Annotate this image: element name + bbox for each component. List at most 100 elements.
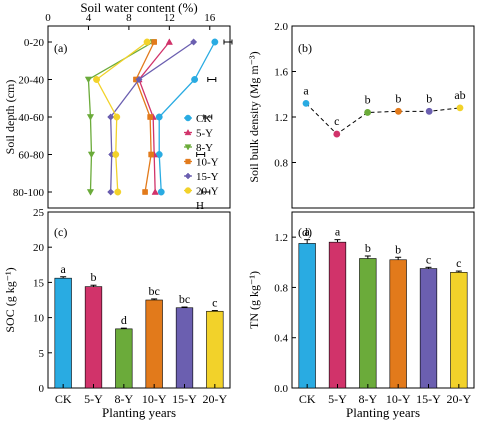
panel-c-y-tick-label: 15 — [33, 277, 45, 289]
panel-a-x-tick-label: 12 — [164, 12, 175, 24]
panel-b-significance-letter: ab — [454, 88, 465, 102]
panel-d-bar — [419, 268, 438, 389]
panel-b-series: a c b b b ab — [302, 83, 466, 138]
panel-c-bar — [115, 328, 133, 389]
panel-a-point-10-Y — [151, 39, 157, 45]
panel-d-bar — [389, 259, 407, 389]
panel-d-significance-letter: a — [305, 225, 311, 239]
panel-a-point-10-Y — [142, 189, 148, 195]
panel-a-legend-label: H — [196, 200, 204, 212]
panel-b-point — [456, 104, 464, 112]
panel-a-point-10-Y — [148, 151, 154, 158]
panel-b-y-axis-title: Soil bulk density (Mg m⁻³) — [247, 51, 261, 182]
panel-d-y-tick-label: 0.8 — [274, 282, 288, 294]
panel-d-bar — [298, 243, 316, 389]
panel-d-significance-letter: c — [456, 256, 461, 270]
panel-b-point — [425, 107, 433, 115]
panel-a-point-20-Y — [112, 151, 120, 158]
panel-d-x-tick-label: 5-Y — [328, 392, 347, 406]
panel-a-point-15-Y — [107, 188, 115, 196]
panel-a-legend-marker-10-Y — [185, 158, 191, 165]
panel-d-y-tick-label: 0.0 — [274, 383, 288, 395]
panel-a-h-error-bars — [196, 39, 233, 195]
panel-b-y-tick-label: 1.6 — [274, 67, 288, 79]
panel-d-significance-letter: a — [335, 225, 341, 239]
panel-a-legend: CK 5-Y 8-Y 10-Y 15-Y 20-Y H — [184, 113, 219, 212]
panel-b-significance-letter: a — [303, 83, 309, 97]
panel-d-x-axis-title: Planting years — [346, 405, 420, 420]
panel-a-legend-marker-8-Y — [184, 144, 192, 151]
panel-c-x-tick-label: 8-Y — [114, 392, 133, 406]
panel-b-y-tick-label: 2.0 — [274, 21, 288, 33]
panel-c-significance-letter: c — [212, 296, 217, 310]
panel-c-x-tick-label: 15-Y — [172, 392, 197, 406]
panel-c-bar — [54, 277, 72, 389]
panel-b-y-ticks: 0.8 1.2 1.6 2.0 — [274, 21, 296, 170]
panel-a-legend-label: 5-Y — [196, 128, 213, 140]
panel-a-point-CK — [191, 76, 199, 83]
panel-a-x-axis-title: Soil water content (%) — [80, 0, 197, 15]
panel-d-y-tick-label: 0.4 — [274, 333, 288, 345]
panel-d-plot-frame — [291, 211, 475, 389]
panel-a-point-8-Y — [86, 114, 95, 121]
panel-d-x-tick-label: 10-Y — [386, 392, 411, 406]
panel-d-y-ticks: 0.0 0.4 0.8 1.2 — [274, 232, 296, 395]
panel-a-point-CK — [155, 113, 163, 121]
panel-a-y-tick-label: 40-60 — [18, 112, 44, 124]
panel-d-y-axis-title: TN (g kg⁻¹) — [247, 271, 261, 329]
panel-d-x-tick-label: 20-Y — [446, 392, 471, 406]
panel-c-y-tick-label: 5 — [39, 348, 45, 360]
panel-a-legend-marker-15-Y — [184, 172, 192, 180]
panel-b-significance-letter: b — [395, 91, 401, 105]
panel-c-significance-letter: bc — [149, 284, 160, 298]
panel-d-significance-letter: b — [395, 242, 401, 256]
panel-a-y-tick-label: 80-100 — [13, 187, 45, 199]
panel-d-bar — [359, 258, 377, 389]
panel-a-point-8-Y — [86, 189, 95, 196]
panel-d-bars: a CK a 5-Y b 8-Y b 10-Y c 15-Y c 20-Y — [298, 225, 471, 406]
panel-c-soc-chart: SOC (g kg⁻¹) Planting years (c) 0 5 10 15 20… — [3, 207, 231, 420]
panel-a-point-8-Y — [87, 151, 96, 159]
panel-c-x-tick-label: 5-Y — [84, 392, 103, 406]
panel-c-y-axis-title: SOC (g kg⁻¹) — [3, 267, 17, 332]
panel-d-tn-chart: TN (g kg⁻¹) Planting years (d) 0.0 0.4 0.8… — [247, 211, 475, 420]
panel-b-dashed-line — [305, 102, 461, 135]
panel-a-soil-water-chart: Soil water content (%) Soil depth (cm) (… — [3, 0, 233, 212]
panel-b-significance-letter: c — [334, 114, 339, 128]
panel-c-y-ticks: 0 5 10 15 20 25 — [33, 207, 52, 395]
panel-c-x-tick-label: 20-Y — [202, 392, 227, 406]
panel-a-point-20-Y — [114, 188, 122, 196]
panel-a-y-ticks: 0-20 20-40 40-60 60-80 80-100 — [13, 37, 52, 199]
panel-c-plot-frame — [47, 211, 231, 389]
panel-a-y-tick-label: 0-20 — [24, 37, 45, 49]
panel-c-x-tick-label: 10-Y — [142, 392, 167, 406]
panel-d-x-tick-label: CK — [299, 392, 316, 406]
panel-b-point — [333, 130, 341, 138]
panel-c-significance-letter: a — [61, 262, 67, 276]
panel-a-point-20-Y — [93, 76, 100, 83]
panel-a-legend-marker-20-Y — [184, 187, 192, 194]
panel-a-x-tick-label: 16 — [204, 12, 216, 24]
panel-c-bar — [84, 286, 103, 389]
panel-b-significance-letter: b — [426, 91, 432, 105]
panel-a-x-tick-label: 8 — [126, 12, 132, 24]
panel-d-bar — [328, 241, 347, 389]
panel-a-legend-marker-5-Y — [184, 128, 192, 136]
panel-a-legend-label: 20-Y — [196, 186, 219, 198]
panel-b-bulk-density-chart: Soil bulk density (Mg m⁻³) (b) 0.8 1.2 1.6… — [247, 21, 475, 209]
panel-a-point-5-Y — [151, 188, 159, 195]
panel-d-label: (d) — [298, 225, 312, 239]
panel-d-bar — [450, 272, 468, 389]
panel-c-bars: a CK b 5-Y d 8-Y bc 10-Y bc 15-Y c 20-Y — [54, 262, 227, 406]
panel-b-y-tick-label: 1.2 — [274, 112, 288, 124]
panel-b-point — [364, 109, 371, 116]
panel-a-point-15-Y — [107, 113, 115, 121]
panel-a-point-15-Y — [135, 75, 143, 84]
panel-d-x-tick-label: 15-Y — [416, 392, 441, 406]
panel-a-point-5-Y — [165, 38, 173, 45]
panel-a-point-10-Y — [147, 114, 153, 120]
panel-d-y-tick-label: 1.2 — [274, 232, 288, 244]
panel-c-y-tick-label: 20 — [33, 242, 45, 254]
panel-a-point-20-Y — [143, 38, 151, 46]
panel-c-x-tick-label: CK — [55, 392, 72, 406]
